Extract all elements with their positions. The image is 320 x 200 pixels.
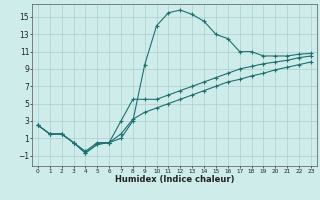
X-axis label: Humidex (Indice chaleur): Humidex (Indice chaleur)	[115, 175, 234, 184]
